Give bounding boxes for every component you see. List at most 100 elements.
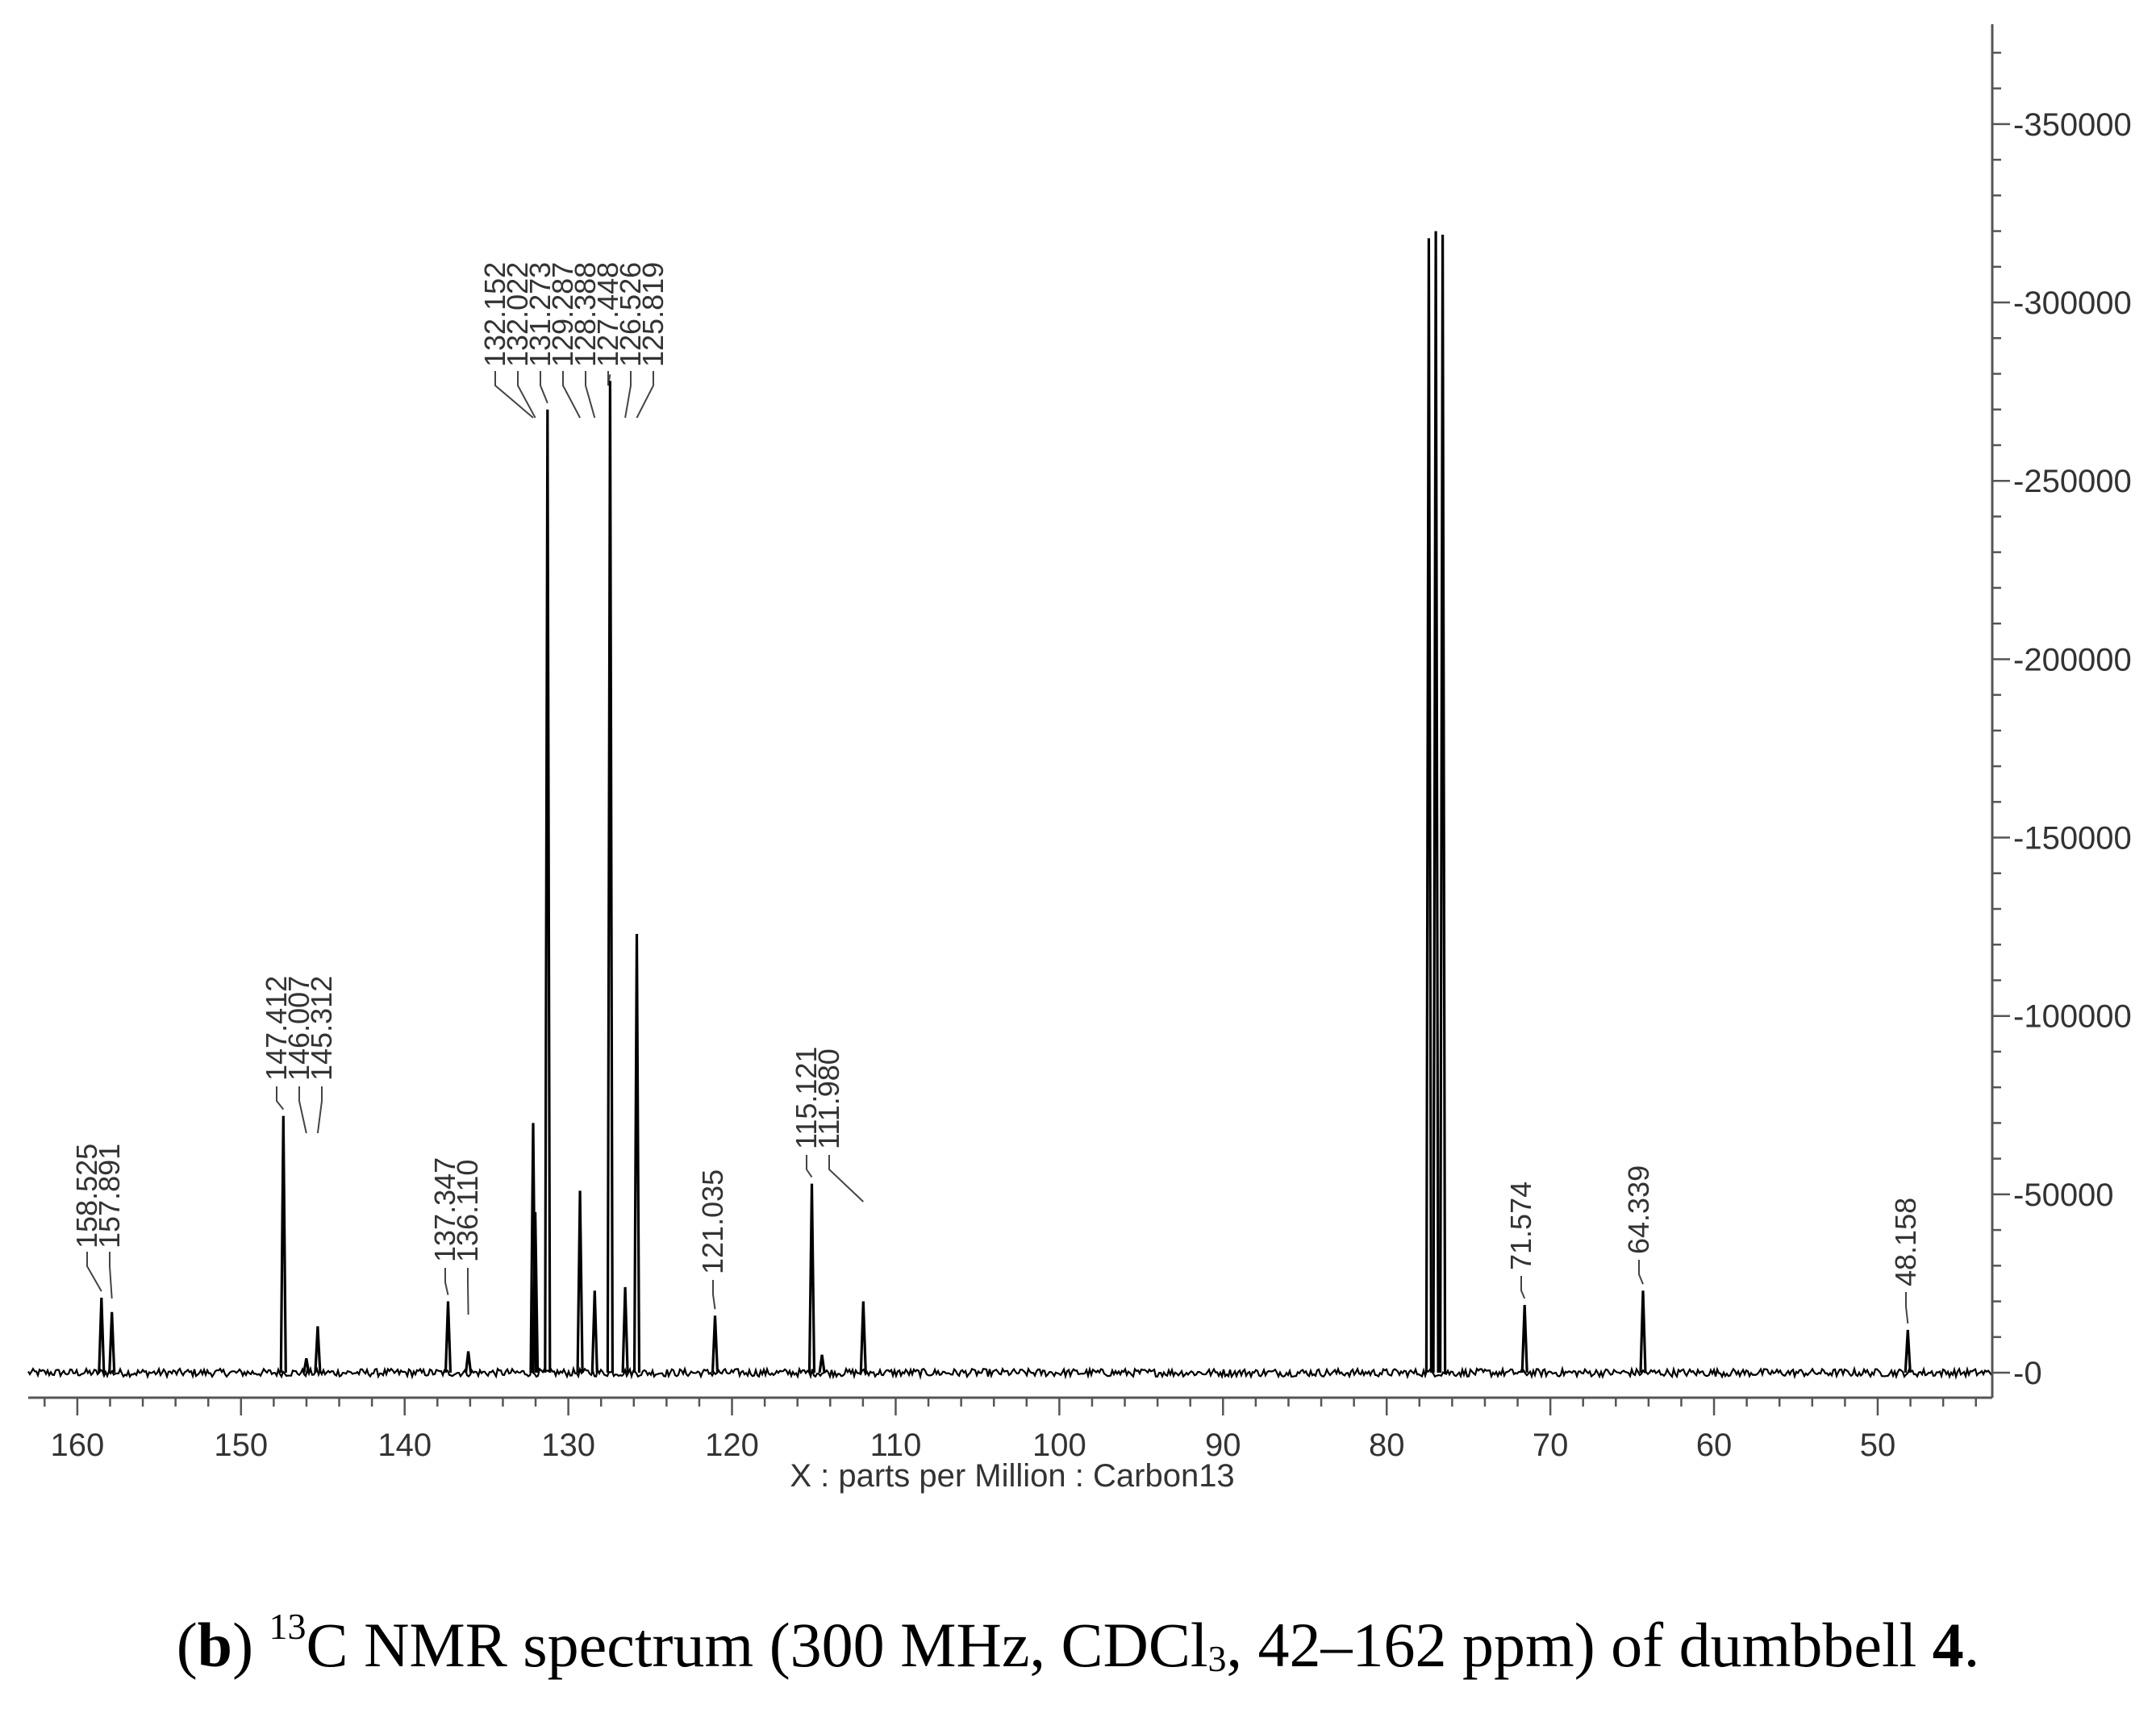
nmr-spectrum-chart: 160 150 140 130 120 110 100 90 80 70 60 50 -0 -50000 -… xyxy=(27,24,2132,1494)
axes-layer xyxy=(28,24,1994,1399)
y-tick-label: -0 xyxy=(2013,1356,2042,1391)
peak-label: 132.152 xyxy=(478,262,511,367)
caption-nucleus-text: C NMR spectrum (300 MHz, CDCl xyxy=(306,1610,1208,1680)
x-tick-label: 130 xyxy=(541,1428,595,1463)
peak-leader-line xyxy=(276,1086,285,1111)
caption-subscript: 3 xyxy=(1207,1638,1227,1679)
figure-caption: (b) 13C NMR spectrum (300 MHz, CDCl3, 42… xyxy=(0,1605,2156,1682)
y-tick-label: -100000 xyxy=(2013,999,2132,1035)
x-tick-label: 120 xyxy=(705,1428,759,1463)
peak-label: 158.525 xyxy=(70,1144,103,1248)
peak-leader-line xyxy=(298,1086,307,1134)
y-tick-label: -50000 xyxy=(2013,1178,2114,1213)
peak-label: 126.526 xyxy=(614,262,647,367)
peak-leader-line xyxy=(806,1155,813,1178)
y-tick-label: -150000 xyxy=(2013,821,2132,857)
y-tick-label: -350000 xyxy=(2013,107,2132,143)
peak-label: 145.312 xyxy=(305,976,338,1081)
peak-label: 147.412 xyxy=(260,976,293,1081)
peak-leader-line xyxy=(86,1252,102,1292)
peak-leader-line xyxy=(562,371,581,419)
x-tick-label: 140 xyxy=(377,1428,432,1463)
y-tick-label: -200000 xyxy=(2013,642,2132,677)
spectrum-peak xyxy=(544,409,552,1373)
spectrum-peak xyxy=(279,1115,287,1373)
caption-close-paren: ) xyxy=(232,1610,269,1680)
spectrum-peak xyxy=(465,1351,473,1373)
peak-leader-line xyxy=(540,371,548,404)
x-axis-title: X : parts per Million : Carbon13 xyxy=(790,1458,1234,1494)
spectrum-peak xyxy=(807,1183,816,1373)
x-tick-label: 80 xyxy=(1369,1428,1405,1463)
caption-range-text: , 42–162 ppm) of dumbbell xyxy=(1226,1610,1933,1680)
caption-panel-letter: b xyxy=(197,1610,233,1680)
caption-open-paren: ( xyxy=(176,1610,198,1680)
spectrum-peak xyxy=(859,1301,867,1373)
spectrum-peak xyxy=(576,1190,584,1373)
caption-end: . xyxy=(1963,1610,1980,1680)
peak-label: 137.347 xyxy=(428,1157,461,1262)
x-tick-label: 100 xyxy=(1032,1428,1086,1463)
peak-label: 115.121 xyxy=(790,1047,823,1149)
caption-compound-number: 4 xyxy=(1932,1610,1964,1680)
peak-leader-line xyxy=(1520,1276,1526,1299)
peak-leader-line xyxy=(636,371,654,419)
peak-label: 136.110 xyxy=(451,1160,484,1262)
peak-label: 132.022 xyxy=(501,262,534,367)
y-tick-label: -300000 xyxy=(2013,286,2132,321)
x-tick-label: 50 xyxy=(1860,1428,1896,1463)
peak-leader-line xyxy=(607,371,611,386)
spectrum-peak xyxy=(444,1301,452,1373)
peak-leader-line xyxy=(828,1155,864,1203)
x-tick-label: 60 xyxy=(1696,1428,1733,1463)
spectrum-peak xyxy=(1639,1290,1647,1373)
x-tick-label: 160 xyxy=(51,1428,105,1463)
peak-label: 157.891 xyxy=(93,1144,126,1248)
peak-label: 131.273 xyxy=(523,262,557,367)
y-tick-label: -250000 xyxy=(2013,464,2132,499)
peak-label: 111.980 xyxy=(812,1048,845,1149)
peak-leader-line xyxy=(109,1252,113,1299)
spectrum-peak xyxy=(98,1298,106,1373)
spectrum-peak xyxy=(1904,1329,1912,1373)
peak-leader-line xyxy=(1638,1260,1644,1285)
spectrum-peak xyxy=(632,933,641,1373)
peak-label: 64.339 xyxy=(1622,1165,1655,1254)
peak-label: 121.035 xyxy=(696,1169,729,1274)
x-tick-label: 110 xyxy=(870,1428,922,1463)
caption-isotope: 13 xyxy=(269,1606,307,1647)
spectrum-peak xyxy=(1432,231,1440,1373)
peak-label: 127.448 xyxy=(591,262,624,367)
spectrum-peak xyxy=(1424,238,1432,1373)
peak-leader-line xyxy=(1905,1292,1909,1324)
peak-leader-line xyxy=(517,371,536,419)
spectrum-layer xyxy=(27,231,1992,1381)
peak-label: 71.574 xyxy=(1504,1182,1537,1270)
x-tick-label: 70 xyxy=(1533,1428,1569,1463)
spectrum-peak xyxy=(818,1354,826,1373)
peak-leader-line xyxy=(585,371,596,419)
peak-label: 125.819 xyxy=(636,262,669,367)
spectrum-peak xyxy=(606,381,614,1373)
spectrum-peak xyxy=(1439,234,1447,1373)
spectrum-peak xyxy=(1520,1304,1528,1373)
peak-label: 48.158 xyxy=(1889,1198,1922,1286)
spectrum-peak xyxy=(711,1315,719,1373)
spectrum-peak xyxy=(532,1211,540,1373)
peak-leader-line xyxy=(624,371,632,419)
peak-leader-line xyxy=(316,1086,323,1134)
peak-label: 146.007 xyxy=(282,976,315,1081)
peak-leader-line xyxy=(444,1268,449,1295)
x-tick-label: 150 xyxy=(214,1428,268,1463)
x-tick-label: 90 xyxy=(1205,1428,1241,1463)
axis-ticks-layer: 160 150 140 130 120 110 100 90 80 70 60 50 -0 -50000 -… xyxy=(44,52,2132,1463)
spectrum-peak xyxy=(621,1286,629,1373)
spectrum-peak xyxy=(590,1290,598,1373)
spectrum-baseline xyxy=(27,1365,1992,1381)
spectrum-peak xyxy=(302,1358,311,1373)
peak-leader-line xyxy=(712,1280,716,1310)
spectrum-peak xyxy=(314,1326,322,1373)
peak-label: 129.287 xyxy=(546,262,579,367)
peak-leader-line xyxy=(467,1268,469,1315)
